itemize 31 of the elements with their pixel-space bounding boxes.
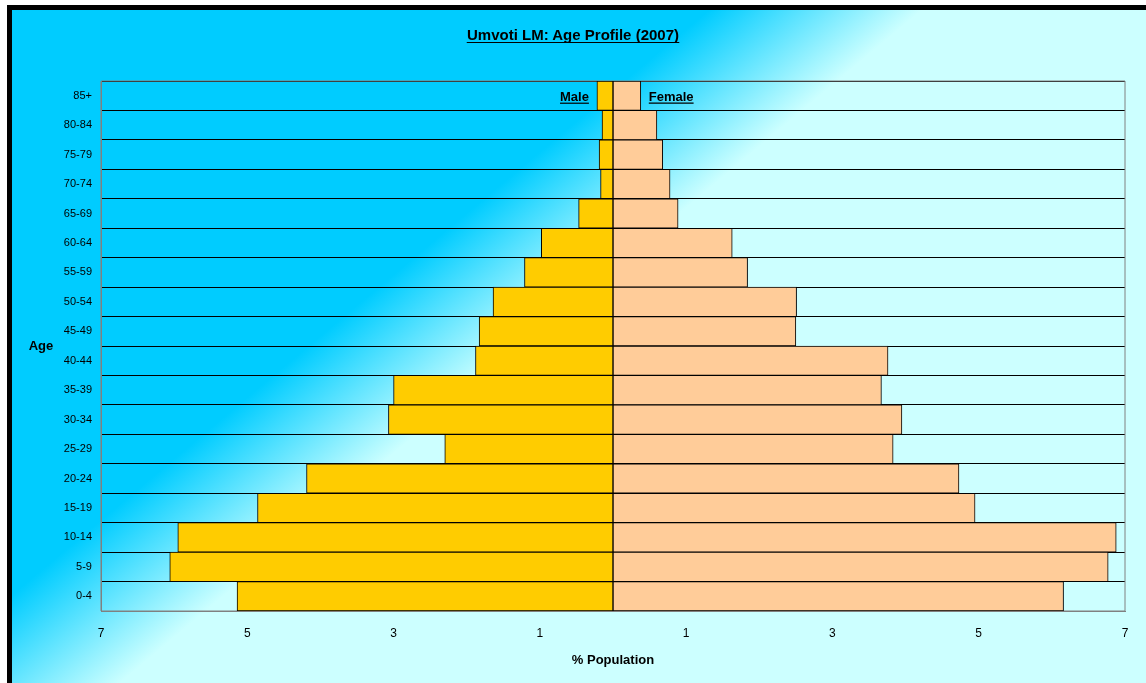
x-tick-label: 7 xyxy=(97,625,105,640)
chart-title: Umvoti LM: Age Profile (2007) xyxy=(467,26,679,43)
x-axis-title: % Population xyxy=(571,651,655,667)
y-tick-label: 15-19 xyxy=(63,500,92,513)
y-tick-label: 65-69 xyxy=(63,206,92,219)
x-tick-label: 1 xyxy=(536,625,544,640)
x-tick-label: 5 xyxy=(243,625,251,640)
y-tick-label: 70-74 xyxy=(63,177,92,190)
y-tick-label: 60-64 xyxy=(63,235,92,248)
y-tick-label: 20-24 xyxy=(63,471,92,484)
y-tick-label: 50-54 xyxy=(63,294,92,307)
x-tick-label: 5 xyxy=(975,625,983,640)
y-tick-label: 55-59 xyxy=(63,265,92,278)
x-tick-label: 7 xyxy=(1121,625,1129,640)
y-tick-label: 30-34 xyxy=(63,412,92,425)
x-tick-label: 1 xyxy=(682,625,690,640)
y-axis-title: Age xyxy=(28,337,54,353)
y-tick-label: 35-39 xyxy=(63,383,92,396)
y-tick-label: 75-79 xyxy=(63,147,92,160)
x-tick-label: 3 xyxy=(829,625,837,640)
series-label: Female xyxy=(648,88,694,104)
series-label: Male xyxy=(560,88,589,104)
x-tick-label: 3 xyxy=(390,625,398,640)
y-tick-label: 25-29 xyxy=(63,442,92,455)
y-tick-label: 45-49 xyxy=(63,324,92,337)
y-tick-label: 85+ xyxy=(73,88,92,101)
y-tick-label: 0-4 xyxy=(76,589,92,602)
y-tick-label: 80-84 xyxy=(63,118,92,131)
y-tick-label: 40-44 xyxy=(63,353,92,366)
y-tick-label: 5-9 xyxy=(76,559,92,572)
y-tick-label: 10-14 xyxy=(63,530,92,543)
